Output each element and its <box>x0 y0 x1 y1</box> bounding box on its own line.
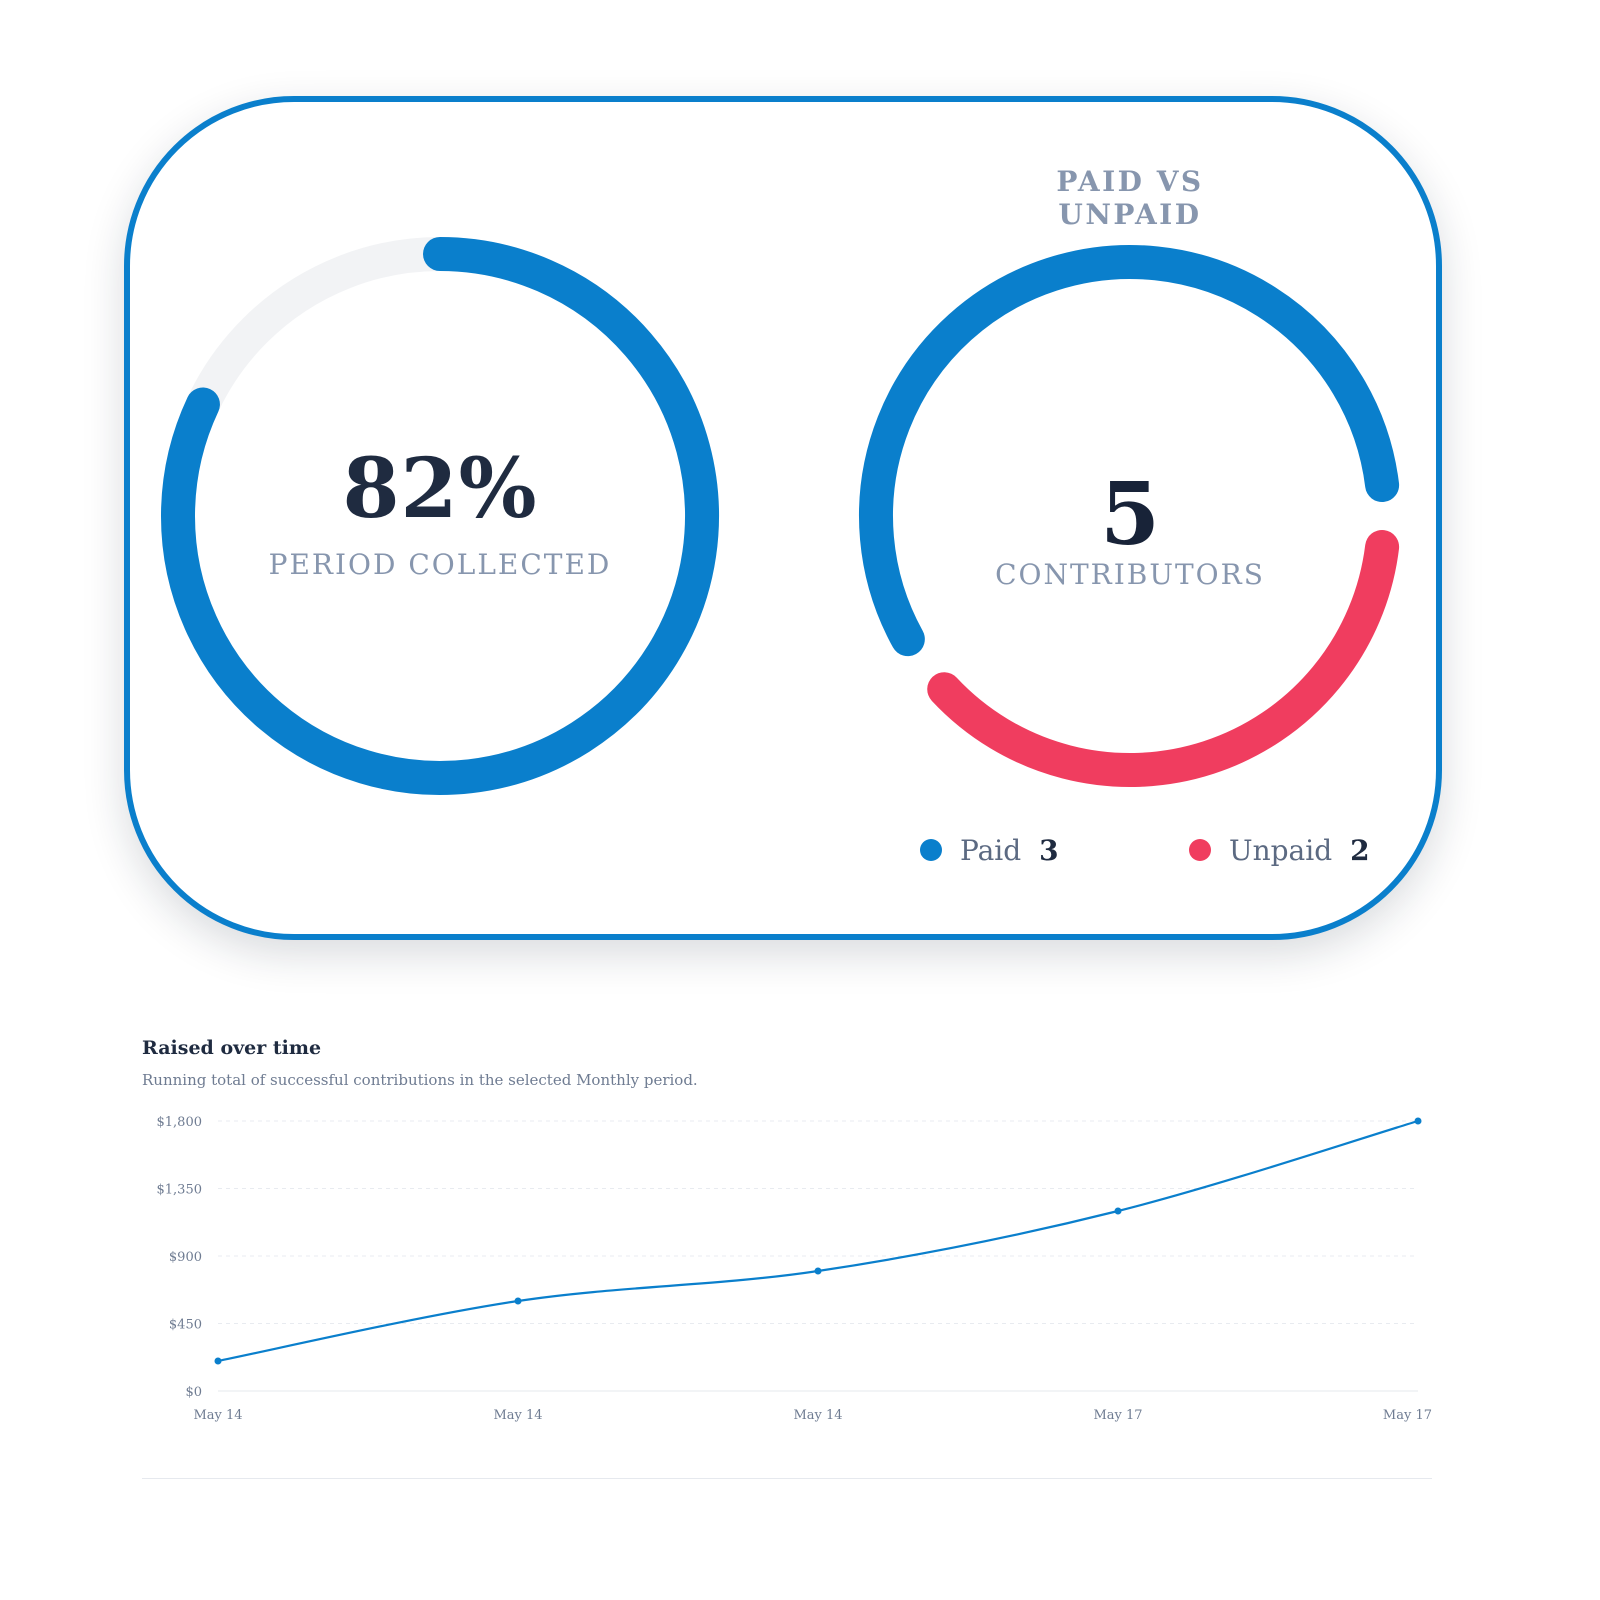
paid-vs-unpaid-heading: PAID VS UNPAID <box>1056 165 1204 231</box>
y-tick-label: $900 <box>169 1250 202 1265</box>
unpaid-label: Unpaid <box>1229 833 1333 867</box>
y-tick-label: $1,800 <box>157 1115 203 1130</box>
data-point[interactable] <box>1414 1117 1422 1125</box>
contributors-ring: 5 CONTRIBUTORS <box>859 245 1400 787</box>
y-tick-label: $450 <box>169 1318 202 1333</box>
x-tick-label: May 17 <box>1383 1408 1432 1423</box>
data-point[interactable] <box>514 1297 522 1305</box>
data-point[interactable] <box>214 1357 222 1365</box>
contributors-count: 5 <box>1100 464 1160 565</box>
paid-arc <box>859 245 1400 657</box>
period-collected-value: 82% <box>342 441 538 537</box>
period-collected-progress <box>161 237 719 795</box>
x-tick-label: May 14 <box>493 1408 542 1423</box>
summary-card <box>124 96 1442 940</box>
x-tick-label: May 14 <box>193 1408 242 1423</box>
paid-unpaid-donut <box>859 245 1400 787</box>
series-line <box>217 1119 1419 1363</box>
chart-title: Raised over time <box>142 1037 322 1059</box>
unpaid-dot-icon <box>1189 839 1211 861</box>
paid-dot-icon <box>920 839 942 861</box>
y-tick-label: $1,350 <box>157 1183 203 1198</box>
x-tick-label: May 17 <box>1093 1408 1142 1423</box>
progress-arc <box>161 237 719 795</box>
data-point[interactable] <box>1114 1207 1122 1215</box>
contributors-label: CONTRIBUTORS <box>995 558 1265 591</box>
x-tick-label: May 14 <box>793 1408 842 1423</box>
period-collected-label: PERIOD COLLECTED <box>268 548 612 581</box>
y-tick-label: $0 <box>185 1385 202 1400</box>
period-collected-ring: 82% PERIOD COLLECTED <box>160 236 720 796</box>
chart-subtitle: Running total of successful contribution… <box>142 1071 698 1089</box>
paid-count: 3 <box>1039 833 1059 867</box>
data-point[interactable] <box>814 1267 822 1275</box>
unpaid-arc <box>927 529 1400 787</box>
legend-paid: Paid 3 <box>920 830 1059 870</box>
bottom-divider <box>142 1478 1432 1479</box>
legend-unpaid: Unpaid 2 <box>1189 830 1370 870</box>
unpaid-count: 2 <box>1350 833 1370 867</box>
paid-label: Paid <box>960 833 1022 867</box>
